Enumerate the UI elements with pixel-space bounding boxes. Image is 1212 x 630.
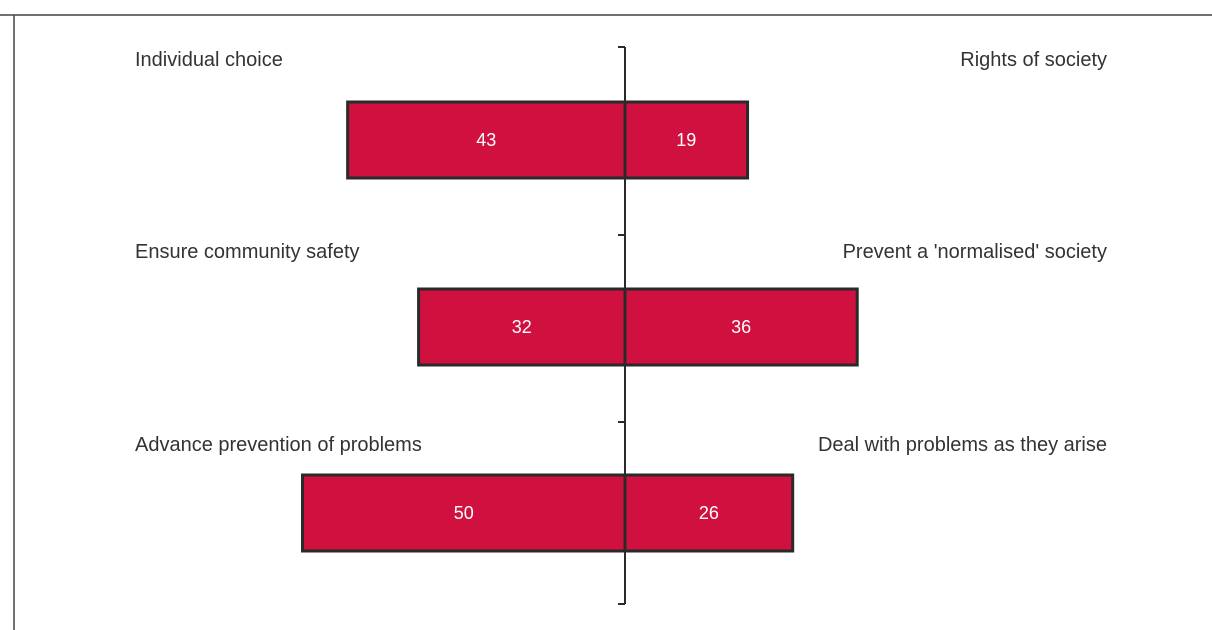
value-label-left-2: 32 xyxy=(512,317,532,337)
value-label-right-1: 19 xyxy=(676,130,696,150)
right-category-label-3: Deal with problems as they arise xyxy=(818,434,1107,456)
value-label-right-2: 36 xyxy=(731,317,751,337)
frame-lines xyxy=(0,14,1212,630)
bar-left-2 xyxy=(417,287,627,367)
bar-right-1 xyxy=(623,100,750,180)
right-category-label-2: Prevent a 'normalised' society xyxy=(843,241,1107,263)
left-category-label-3: Advance prevention of problems xyxy=(135,434,422,456)
value-label-left-1: 43 xyxy=(476,130,496,150)
bars-layer xyxy=(301,100,859,553)
value-label-left-3: 50 xyxy=(454,503,474,523)
labels-layer: 43 19 Individual choice Rights of society 32… xyxy=(135,49,1107,523)
left-category-label-2: Ensure community safety xyxy=(135,241,360,263)
bar-right-3 xyxy=(623,473,795,553)
left-category-label-1: Individual choice xyxy=(135,49,283,71)
value-label-right-3: 26 xyxy=(699,503,719,523)
center-axis xyxy=(618,46,626,605)
right-category-label-1: Rights of society xyxy=(960,49,1107,71)
